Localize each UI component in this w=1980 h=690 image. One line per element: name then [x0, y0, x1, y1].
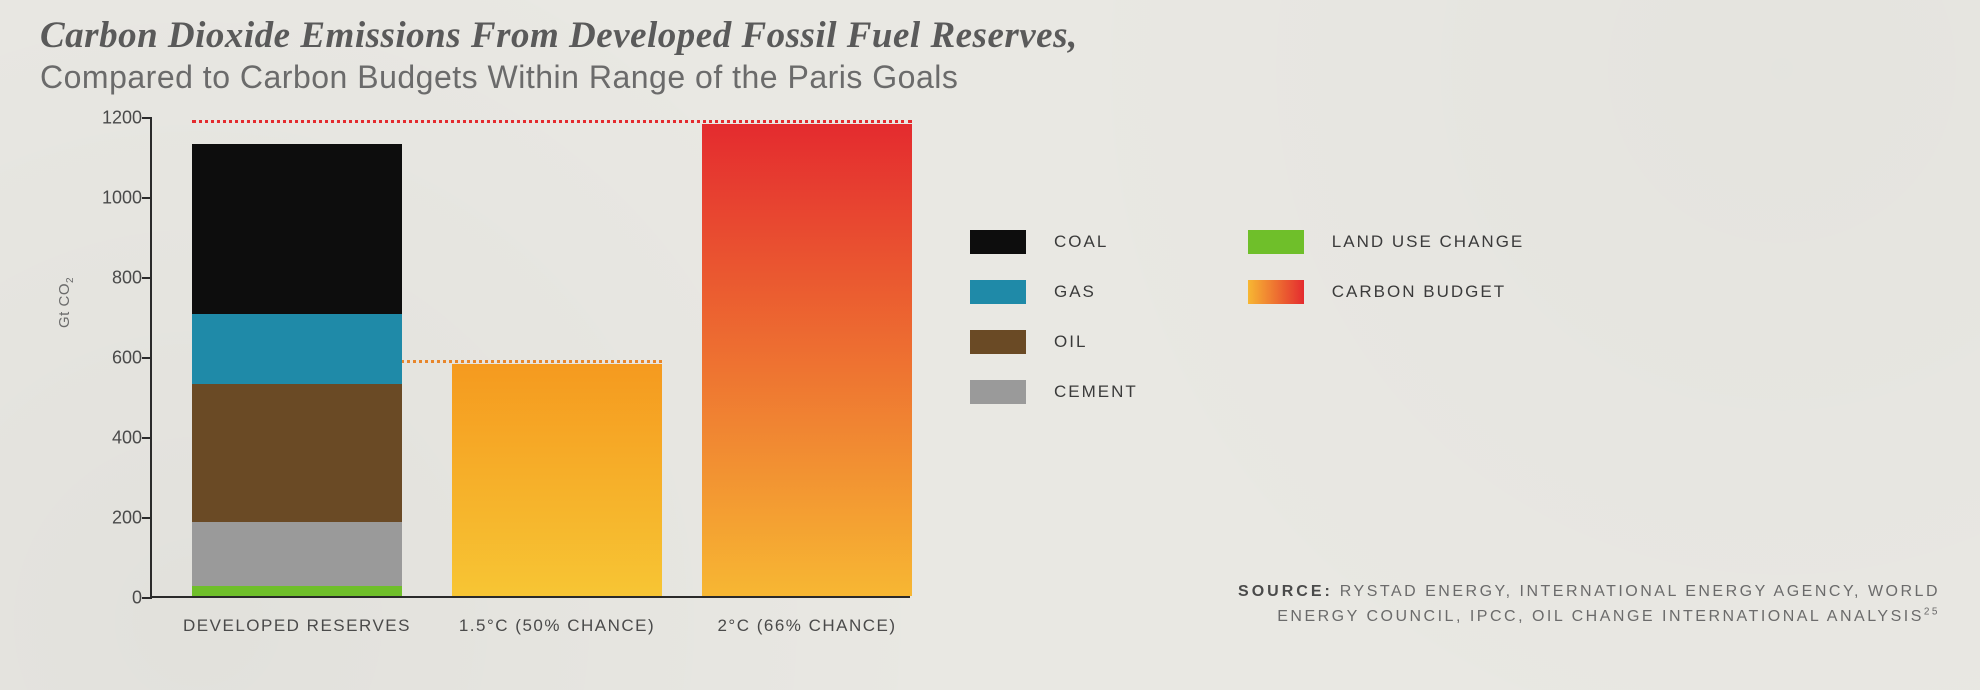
y-tick-mark [142, 117, 152, 119]
legend-label: CEMENT [1054, 382, 1138, 402]
y-tick-label: 0 [92, 588, 142, 609]
legend: COAL GAS OIL CEMENT LAND USE CHANGE CARBON B… [970, 230, 1524, 404]
reference-line [192, 120, 912, 123]
legend-item-gas: GAS [970, 280, 1138, 304]
bar-group: DEVELOPED RESERVES [192, 144, 402, 596]
legend-column-1: COAL GAS OIL CEMENT [970, 230, 1138, 404]
legend-label: COAL [1054, 232, 1108, 252]
source-credit: SOURCE: RYSTAD ENERGY, INTERNATIONAL ENE… [1238, 579, 1940, 630]
bar-segment-gas [192, 314, 402, 384]
chart-title-sub: Compared to Carbon Budgets Within Range … [40, 59, 1078, 96]
y-tick-label: 600 [92, 348, 142, 369]
y-axis-label: Gt CO2 [56, 277, 76, 328]
legend-item-coal: COAL [970, 230, 1138, 254]
chart: Gt CO2 020040060080010001200DEVELOPED RE… [40, 118, 940, 678]
legend-label: OIL [1054, 332, 1087, 352]
y-tick-mark [142, 597, 152, 599]
bar-segment-oil [192, 384, 402, 522]
legend-label: GAS [1054, 282, 1096, 302]
y-tick-mark [142, 277, 152, 279]
legend-item-oil: OIL [970, 330, 1138, 354]
source-label: SOURCE: [1238, 583, 1333, 600]
legend-swatch [970, 330, 1026, 354]
bar-segment-cement [192, 522, 402, 586]
legend-item-cement: CEMENT [970, 380, 1138, 404]
y-tick-label: 1200 [92, 108, 142, 129]
bar-budget [702, 124, 912, 596]
bar-group: 1.5°C (50% CHANCE) [452, 364, 662, 596]
chart-title-main: Carbon Dioxide Emissions From Developed … [40, 14, 1078, 57]
y-tick-mark [142, 437, 152, 439]
legend-label: LAND USE CHANGE [1332, 232, 1524, 252]
legend-swatch [970, 230, 1026, 254]
y-tick-label: 400 [92, 428, 142, 449]
legend-column-2: LAND USE CHANGE CARBON BUDGET [1248, 230, 1524, 404]
bar-budget [452, 364, 662, 596]
y-tick-mark [142, 357, 152, 359]
category-label: DEVELOPED RESERVES [183, 616, 411, 636]
category-label: 2°C (66% CHANCE) [717, 616, 896, 636]
bar-segment-coal [192, 144, 402, 314]
legend-item-carbon_budget: CARBON BUDGET [1248, 280, 1524, 304]
legend-swatch [970, 380, 1026, 404]
bar-group: 2°C (66% CHANCE) [702, 124, 912, 596]
y-tick-mark [142, 197, 152, 199]
category-label: 1.5°C (50% CHANCE) [459, 616, 655, 636]
source-footnote-number: 25 [1924, 607, 1940, 618]
y-tick-label: 200 [92, 508, 142, 529]
legend-swatch [1248, 230, 1304, 254]
legend-item-land_use_change: LAND USE CHANGE [1248, 230, 1524, 254]
source-text-line1: RYSTAD ENERGY, INTERNATIONAL ENERGY AGEN… [1333, 583, 1940, 600]
legend-label: CARBON BUDGET [1332, 282, 1506, 302]
y-tick-label: 1000 [92, 188, 142, 209]
title-block: Carbon Dioxide Emissions From Developed … [40, 14, 1078, 96]
y-tick-mark [142, 517, 152, 519]
y-tick-label: 800 [92, 268, 142, 289]
plot-area: 020040060080010001200DEVELOPED RESERVES1… [150, 118, 910, 598]
legend-swatch [1248, 280, 1304, 304]
legend-swatch [970, 280, 1026, 304]
source-text-line2: ENERGY COUNCIL, IPCC, OIL CHANGE INTERNA… [1277, 608, 1924, 625]
bar-segment-land_use_change [192, 586, 402, 596]
